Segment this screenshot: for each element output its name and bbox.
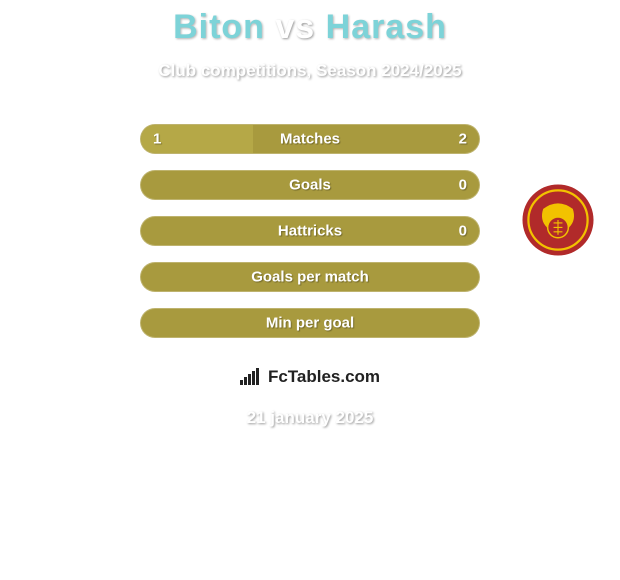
club-crest-icon: [521, 183, 595, 257]
stat-label: Min per goal: [266, 315, 354, 332]
stat-row: Min per goal: [140, 308, 480, 338]
stat-label: Matches: [280, 131, 340, 148]
stat-row: Goals per match: [140, 262, 480, 292]
stat-row: 1 Matches 2: [140, 124, 480, 154]
stats-bars: 1 Matches 2 Goals 0 Hattricks 0 Goals per match…: [140, 124, 480, 354]
branding-box: FcTables.com: [202, 354, 418, 400]
stat-label: Goals: [289, 177, 331, 194]
date-text: 21 january 2025: [247, 408, 374, 428]
player1-name: Biton: [173, 8, 265, 46]
subtitle: Club competitions, Season 2024/2025: [0, 61, 620, 81]
stat-right-value: 0: [459, 223, 467, 240]
stat-row: Hattricks 0: [140, 216, 480, 246]
stat-right-value: 2: [459, 131, 467, 148]
player2-club-logo: [516, 178, 600, 262]
player2-badge-placeholder: [508, 124, 612, 150]
stat-label: Hattricks: [278, 223, 342, 240]
player2-name: Harash: [326, 8, 447, 46]
bar-chart-icon: [240, 368, 262, 386]
stat-right-value: 0: [459, 177, 467, 194]
vs-text: vs: [275, 8, 315, 46]
branding-text: FcTables.com: [268, 367, 380, 387]
player1-badge-placeholder: [8, 124, 112, 150]
comparison-card: Biton vs Harash Club competitions, Seaso…: [0, 0, 620, 440]
page-title: Biton vs Harash: [0, 0, 620, 47]
stat-label: Goals per match: [251, 269, 369, 286]
stat-row: Goals 0: [140, 170, 480, 200]
stat-left-value: 1: [153, 131, 161, 148]
player1-club-placeholder: [22, 178, 118, 204]
